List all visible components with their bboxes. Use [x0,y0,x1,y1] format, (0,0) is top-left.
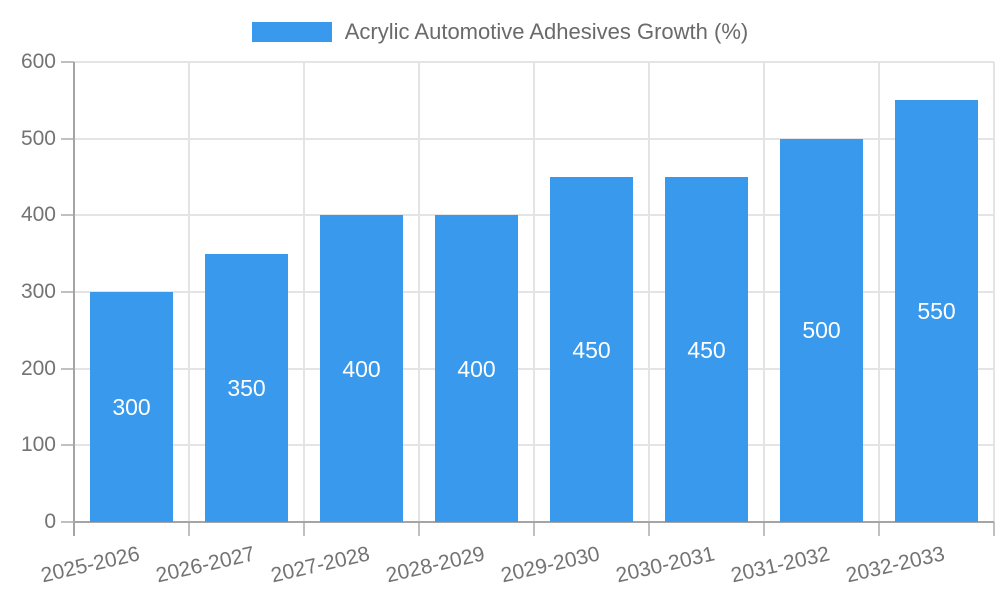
y-axis-tick-label: 100 [20,433,56,457]
chart-legend-item[interactable]: Acrylic Automotive Adhesives Growth (%) [0,12,1000,52]
legend-swatch[interactable] [251,22,332,42]
bar-2028-2029[interactable] [435,215,518,522]
bar-2031-2032[interactable] [780,138,863,522]
y-axis-tick [61,291,74,293]
x-gridline [303,62,305,522]
bar-value-label: 400 [342,355,381,382]
x-axis-tick-label: 2027-2028 [268,542,372,588]
y-axis-tick-label: 200 [20,356,56,380]
bar-value-label: 550 [917,298,956,325]
bar-value-label: 500 [802,317,841,344]
y-axis-tick [61,521,74,523]
x-axis-tick-label: 2030-2031 [613,542,717,588]
x-axis-tick-label: 2028-2029 [383,542,487,588]
bar-2026-2027[interactable] [205,253,288,522]
x-gridline [648,62,650,522]
y-axis-tick [61,137,74,140]
bar-2027-2028[interactable] [320,215,403,522]
y-axis-tick-label: 500 [20,126,56,150]
bar-2030-2031[interactable] [665,177,748,522]
x-axis-tick-label: 2032-2033 [843,542,947,588]
x-gridline [878,62,880,522]
x-axis-tick [993,522,995,536]
x-axis-tick [188,522,190,536]
bar-2025-2026[interactable] [90,292,173,522]
x-axis-tick-label: 2031-2032 [728,542,832,588]
bar-2029-2030[interactable] [550,177,633,522]
y-axis-line [73,62,75,536]
x-axis-tick-label: 2026-2027 [153,542,257,588]
x-axis-tick [303,522,305,536]
x-axis-tick [418,522,420,536]
y-axis-tick [61,61,74,63]
y-axis-tick [61,367,74,370]
y-axis-tick-label: 400 [20,203,56,227]
x-axis-tick-label: 2029-2030 [498,542,602,588]
y-axis-tick-label: 600 [20,50,56,73]
y-axis-tick-label: 300 [20,280,56,303]
bar-2032-2033[interactable] [895,100,978,522]
legend-label[interactable]: Acrylic Automotive Adhesives Growth (%) [344,19,749,44]
x-gridline [533,62,535,522]
x-gridline [993,62,995,522]
x-axis-tick [648,522,650,536]
x-gridline [418,62,420,522]
bar-value-label: 450 [687,336,726,363]
bar-value-label: 400 [457,355,496,382]
x-axis-tick [878,522,880,536]
x-gridline [188,62,190,522]
bar-value-label: 450 [572,336,611,363]
x-axis-line [73,521,994,523]
bar-value-label: 350 [227,374,266,401]
x-axis-tick [763,522,765,536]
y-axis-tick [61,214,74,217]
bar-value-label: 300 [112,394,151,420]
x-axis-tick-label: 2025-2026 [38,542,142,588]
y-axis-tick-label: 0 [44,510,56,533]
y-axis-tick [61,444,74,447]
x-gridline [763,62,765,522]
x-axis-tick [533,522,535,536]
